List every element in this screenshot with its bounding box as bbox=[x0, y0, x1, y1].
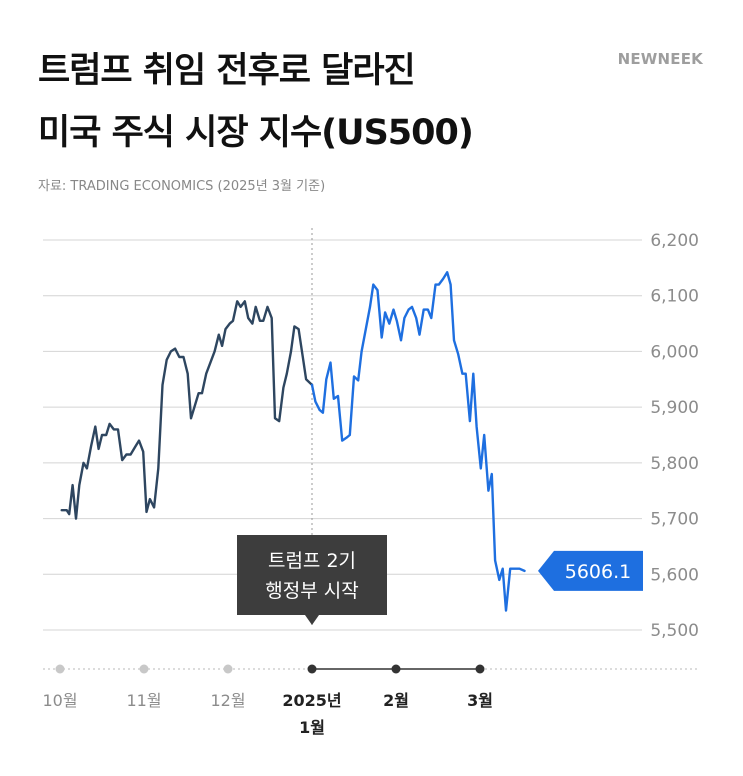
brand-logo: NEWNEEK bbox=[617, 50, 703, 68]
callout-line-1: 트럼프 2기 bbox=[268, 550, 356, 572]
title-line-1: 트럼프 취임 전후로 달라진 bbox=[38, 51, 416, 91]
x-tick-label: 12월 bbox=[210, 691, 245, 710]
series-line-after bbox=[310, 271, 526, 612]
series-lines bbox=[60, 271, 526, 612]
x-tick-dot bbox=[223, 664, 233, 674]
x-tick-label: 10월 bbox=[42, 691, 77, 710]
chart-title: 트럼프 취임 전후로 달라진 미국 주식 시장 지수(US500) bbox=[38, 40, 474, 164]
x-tick-label-line2: 1월 bbox=[299, 718, 325, 737]
x-axis: 10월 11월 12월 2025년 1월 2월 3월 bbox=[42, 228, 700, 737]
y-tick-label: 6,000 bbox=[650, 342, 699, 362]
x-tick-label: 2월 bbox=[383, 691, 409, 710]
series-line-before bbox=[60, 300, 314, 520]
y-tick-label: 5,700 bbox=[650, 510, 699, 530]
y-tick-label: 5,600 bbox=[650, 565, 699, 585]
y-tick-label: 5,500 bbox=[650, 621, 699, 641]
x-tick-dot bbox=[475, 664, 485, 674]
last-value-label: 5606.1 bbox=[538, 550, 643, 591]
x-tick-label: 2025년 bbox=[282, 691, 341, 710]
title-line-2: 미국 주식 시장 지수(US500) bbox=[38, 113, 474, 153]
y-tick-label: 6,100 bbox=[650, 287, 699, 307]
x-tick-dot bbox=[55, 664, 65, 674]
y-axis-ticks: 6,200 6,100 6,000 5,900 5,800 5,700 5,600 5,500 bbox=[650, 231, 699, 641]
x-tick-dot bbox=[307, 664, 317, 674]
x-tick-dot bbox=[139, 664, 149, 674]
callout-line-2: 행정부 시작 bbox=[265, 580, 358, 602]
last-value-badge bbox=[538, 550, 643, 591]
y-tick-label: 6,200 bbox=[650, 231, 699, 251]
x-tick-label: 3월 bbox=[467, 691, 493, 710]
source-note: 자료: TRADING ECONOMICS (2025년 3월 기준) bbox=[38, 179, 326, 194]
x-tick-dot bbox=[391, 664, 401, 674]
callout-box bbox=[237, 535, 387, 625]
y-tick-label: 5,900 bbox=[650, 398, 699, 418]
x-tick-label: 11월 bbox=[126, 691, 161, 710]
last-value-text: 5606.1 bbox=[565, 561, 631, 583]
y-tick-label: 5,800 bbox=[650, 454, 699, 474]
